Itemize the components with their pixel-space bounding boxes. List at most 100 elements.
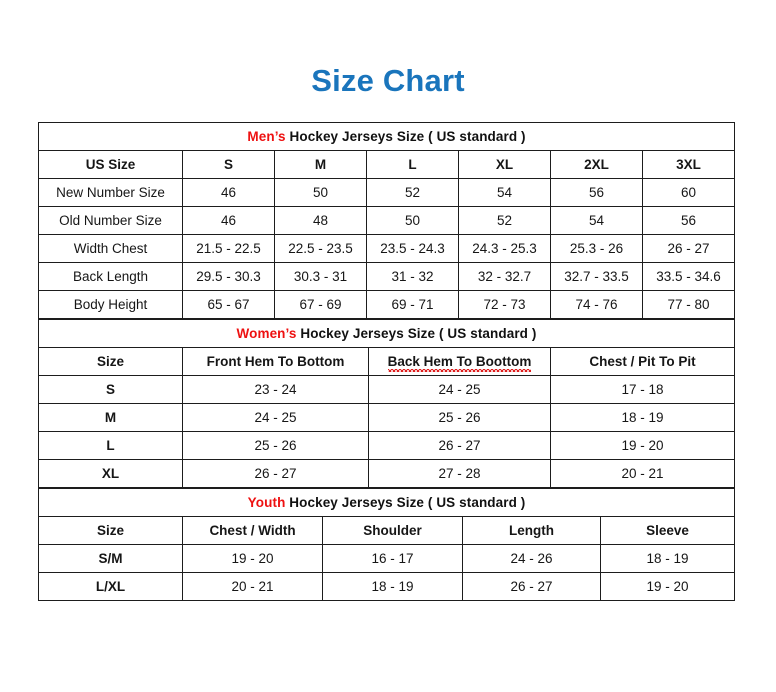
table-row: L/XL 20 - 21 18 - 19 26 - 27 19 - 20 <box>38 572 736 601</box>
womens-section-banner: Women’s Hockey Jerseys Size ( US standar… <box>38 319 735 348</box>
youth-col-head-0: Size <box>38 516 183 545</box>
size-chart-tables: Men’s Hockey Jerseys Size ( US standard … <box>37 122 736 601</box>
mens-col-head-1: S <box>182 150 275 179</box>
womens-cell-2-0: 25 - 26 <box>182 431 369 460</box>
table-row: New Number Size 46 50 52 54 56 60 <box>38 178 736 207</box>
mens-row-label-1: Old Number Size <box>38 206 183 235</box>
mens-cell-2-5: 26 - 27 <box>641 234 736 263</box>
table-row: Width Chest 21.5 - 22.5 22.5 - 23.5 23.5… <box>38 234 736 263</box>
mens-cell-2-4: 25.3 - 26 <box>550 234 643 263</box>
womens-banner-highlight: Women’s <box>236 326 297 341</box>
womens-cell-3-2: 20 - 21 <box>550 459 735 488</box>
mens-cell-1-5: 56 <box>641 206 736 235</box>
mens-col-head-6: 3XL <box>641 150 736 179</box>
womens-row-label-3: XL <box>38 459 183 488</box>
mens-col-head-3: L <box>366 150 459 179</box>
youth-cell-0-0: 19 - 20 <box>182 544 323 573</box>
youth-section-banner-row: Youth Hockey Jerseys Size ( US standard … <box>37 488 736 517</box>
youth-banner-rest: Hockey Jerseys Size ( US standard ) <box>289 495 526 510</box>
mens-cell-3-2: 31 - 32 <box>366 262 459 291</box>
youth-col-head-2: Shoulder <box>322 516 463 545</box>
womens-col-head-3: Chest / Pit To Pit <box>550 347 735 376</box>
mens-col-head-5: 2XL <box>550 150 643 179</box>
mens-cell-4-0: 65 - 67 <box>182 290 275 319</box>
mens-cell-4-4: 74 - 76 <box>550 290 643 319</box>
youth-banner-highlight: Youth <box>247 495 286 510</box>
table-row: M 24 - 25 25 - 26 18 - 19 <box>38 403 735 432</box>
womens-cell-0-1: 24 - 25 <box>368 375 551 404</box>
womens-row-label-1: M <box>38 403 183 432</box>
mens-row-label-3: Back Length <box>38 262 183 291</box>
womens-cell-2-2: 19 - 20 <box>550 431 735 460</box>
womens-row-label-0: S <box>38 375 183 404</box>
mens-cell-1-1: 48 <box>274 206 367 235</box>
womens-section-banner-row: Women’s Hockey Jerseys Size ( US standar… <box>38 319 735 348</box>
mens-banner-rest: Hockey Jerseys Size ( US standard ) <box>289 129 526 144</box>
youth-cell-1-2: 26 - 27 <box>462 572 601 601</box>
youth-cell-0-3: 18 - 19 <box>599 544 736 573</box>
womens-col-head-2-text: Back Hem To Boottom <box>387 354 532 372</box>
youth-cell-1-0: 20 - 21 <box>182 572 323 601</box>
mens-cell-0-4: 56 <box>550 178 643 207</box>
youth-cell-0-2: 24 - 26 <box>462 544 601 573</box>
youth-col-head-4: Sleeve <box>599 516 736 545</box>
womens-cell-0-0: 23 - 24 <box>182 375 369 404</box>
mens-cell-1-0: 46 <box>182 206 275 235</box>
womens-size-table: Women’s Hockey Jerseys Size ( US standar… <box>38 319 735 488</box>
youth-column-header-row: Size Chest / Width Shoulder Length Sleev… <box>38 516 736 545</box>
mens-cell-2-1: 22.5 - 23.5 <box>274 234 367 263</box>
mens-col-head-2: M <box>274 150 367 179</box>
mens-cell-0-3: 54 <box>458 178 551 207</box>
youth-cell-0-1: 16 - 17 <box>322 544 463 573</box>
mens-cell-3-4: 32.7 - 33.5 <box>550 262 643 291</box>
mens-cell-3-5: 33.5 - 34.6 <box>641 262 736 291</box>
mens-cell-4-3: 72 - 73 <box>458 290 551 319</box>
womens-col-head-1: Front Hem To Bottom <box>182 347 369 376</box>
page-title: Size Chart <box>311 63 465 98</box>
womens-cell-0-2: 17 - 18 <box>550 375 735 404</box>
youth-col-head-3: Length <box>462 516 601 545</box>
youth-row-label-1: L/XL <box>38 572 183 601</box>
mens-cell-3-0: 29.5 - 30.3 <box>182 262 275 291</box>
mens-cell-4-1: 67 - 69 <box>274 290 367 319</box>
mens-section-banner-row: Men’s Hockey Jerseys Size ( US standard … <box>37 122 736 151</box>
youth-cell-1-3: 19 - 20 <box>599 572 736 601</box>
mens-cell-2-3: 24.3 - 25.3 <box>458 234 551 263</box>
mens-cell-0-2: 52 <box>366 178 459 207</box>
womens-cell-2-1: 26 - 27 <box>368 431 551 460</box>
youth-section-banner: Youth Hockey Jerseys Size ( US standard … <box>37 488 736 517</box>
mens-row-label-4: Body Height <box>38 290 183 319</box>
mens-cell-0-0: 46 <box>182 178 275 207</box>
mens-cell-3-3: 32 - 32.7 <box>458 262 551 291</box>
womens-col-head-0: Size <box>38 347 183 376</box>
table-row: Back Length 29.5 - 30.3 30.3 - 31 31 - 3… <box>38 262 736 291</box>
mens-banner-highlight: Men’s <box>247 129 286 144</box>
mens-cell-0-1: 50 <box>274 178 367 207</box>
table-row: Body Height 65 - 67 67 - 69 69 - 71 72 -… <box>38 290 736 319</box>
mens-cell-3-1: 30.3 - 31 <box>274 262 367 291</box>
table-row: L 25 - 26 26 - 27 19 - 20 <box>38 431 735 460</box>
youth-row-label-0: S/M <box>38 544 183 573</box>
mens-cell-0-5: 60 <box>641 178 736 207</box>
womens-cell-3-0: 26 - 27 <box>182 459 369 488</box>
mens-cell-4-5: 77 - 80 <box>641 290 736 319</box>
table-row: XL 26 - 27 27 - 28 20 - 21 <box>38 459 735 488</box>
womens-cell-1-0: 24 - 25 <box>182 403 369 432</box>
womens-cell-3-1: 27 - 28 <box>368 459 551 488</box>
womens-banner-rest: Hockey Jerseys Size ( US standard ) <box>300 326 537 341</box>
table-row: Old Number Size 46 48 50 52 54 56 <box>38 206 736 235</box>
mens-size-table: Men’s Hockey Jerseys Size ( US standard … <box>37 122 736 319</box>
mens-cell-2-2: 23.5 - 24.3 <box>366 234 459 263</box>
mens-cell-1-2: 50 <box>366 206 459 235</box>
mens-cell-4-2: 69 - 71 <box>366 290 459 319</box>
womens-cell-1-1: 25 - 26 <box>368 403 551 432</box>
table-row: S/M 19 - 20 16 - 17 24 - 26 18 - 19 <box>38 544 736 573</box>
youth-col-head-1: Chest / Width <box>182 516 323 545</box>
youth-size-table: Youth Hockey Jerseys Size ( US standard … <box>37 488 736 601</box>
youth-cell-1-1: 18 - 19 <box>322 572 463 601</box>
mens-col-head-4: XL <box>458 150 551 179</box>
womens-col-head-2: Back Hem To Boottom <box>368 347 551 376</box>
table-row: S 23 - 24 24 - 25 17 - 18 <box>38 375 735 404</box>
mens-col-head-0: US Size <box>38 150 183 179</box>
